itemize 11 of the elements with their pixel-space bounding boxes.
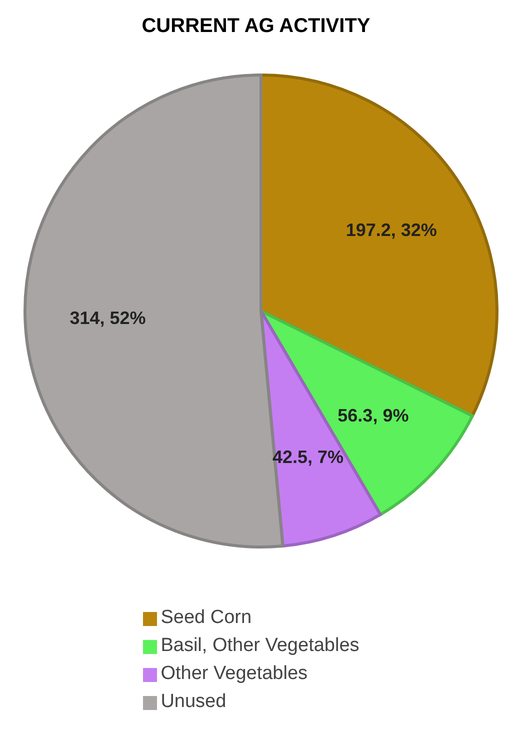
data-label: 314, 52% (70, 308, 146, 328)
pie-slice (260, 310, 382, 548)
legend-label: Seed Corn (160, 607, 252, 628)
chart-title: CURRENT AG ACTIVITY (140, 14, 372, 39)
pie-slice (260, 310, 474, 516)
data-label: 56.3, 9% (338, 406, 409, 426)
legend-label: Other Vegetables (160, 663, 308, 684)
legend-label: Basil, Other Vegetables (160, 635, 360, 656)
legend-label: Unused (160, 691, 226, 712)
data-label: 197.2, 32% (346, 220, 437, 240)
data-label: 42.5, 7% (272, 447, 344, 468)
